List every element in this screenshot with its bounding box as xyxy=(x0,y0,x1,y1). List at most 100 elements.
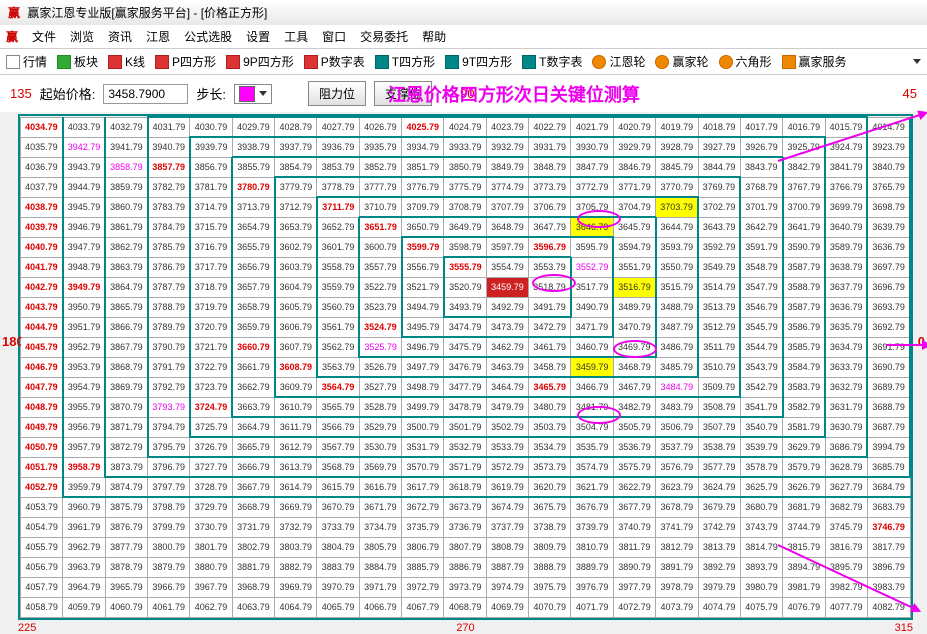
cell-9-2[interactable]: 3865.79 xyxy=(105,297,147,317)
cell-9-20[interactable]: 3693.79 xyxy=(867,297,910,317)
cell-8-20[interactable]: 3696.79 xyxy=(867,277,910,297)
cell-7-16[interactable]: 3549.79 xyxy=(698,257,740,277)
menu-0[interactable]: 文件 xyxy=(32,28,56,45)
cell-10-19[interactable]: 3635.79 xyxy=(825,317,867,337)
cell-2-0[interactable]: 4036.79 xyxy=(21,157,63,177)
cell-21-17[interactable]: 3814.79 xyxy=(740,537,782,557)
cell-23-1[interactable]: 3964.79 xyxy=(63,577,105,597)
cell-5-10[interactable]: 3649.79 xyxy=(444,217,486,237)
cell-1-14[interactable]: 3929.79 xyxy=(613,137,655,157)
cell-18-6[interactable]: 3614.79 xyxy=(275,477,317,497)
cell-3-2[interactable]: 3859.79 xyxy=(105,177,147,197)
cell-11-17[interactable]: 3544.79 xyxy=(740,337,782,357)
cell-17-4[interactable]: 3727.79 xyxy=(190,457,232,477)
cell-14-1[interactable]: 3955.79 xyxy=(63,397,105,417)
cell-4-5[interactable]: 3713.79 xyxy=(232,197,274,217)
cell-1-15[interactable]: 3928.79 xyxy=(656,137,698,157)
cell-6-20[interactable]: 3636.79 xyxy=(867,237,910,257)
cell-5-18[interactable]: 3641.79 xyxy=(783,217,825,237)
cell-8-15[interactable]: 3515.79 xyxy=(656,277,698,297)
cell-3-16[interactable]: 3769.79 xyxy=(698,177,740,197)
cell-14-13[interactable]: 3481.79 xyxy=(571,397,613,417)
cell-6-12[interactable]: 3596.79 xyxy=(529,237,571,257)
cell-7-13[interactable]: 3552.79 xyxy=(571,257,613,277)
cell-15-9[interactable]: 3500.79 xyxy=(402,417,444,437)
cell-7-8[interactable]: 3557.79 xyxy=(359,257,401,277)
cell-17-11[interactable]: 3572.79 xyxy=(486,457,528,477)
cell-2-9[interactable]: 3851.79 xyxy=(402,157,444,177)
cell-3-4[interactable]: 3781.79 xyxy=(190,177,232,197)
cell-17-6[interactable]: 3613.79 xyxy=(275,457,317,477)
cell-0-7[interactable]: 4027.79 xyxy=(317,117,359,137)
cell-10-17[interactable]: 3545.79 xyxy=(740,317,782,337)
cell-22-20[interactable]: 3896.79 xyxy=(867,557,910,577)
cell-12-10[interactable]: 3476.79 xyxy=(444,357,486,377)
cell-15-15[interactable]: 3506.79 xyxy=(656,417,698,437)
cell-19-2[interactable]: 3875.79 xyxy=(105,497,147,517)
cell-11-15[interactable]: 3486.79 xyxy=(656,337,698,357)
cell-12-6[interactable]: 3608.79 xyxy=(275,357,317,377)
cell-8-1[interactable]: 3949.79 xyxy=(63,277,105,297)
cell-14-2[interactable]: 3870.79 xyxy=(105,397,147,417)
cell-13-13[interactable]: 3466.79 xyxy=(571,377,613,397)
toolbar-overflow-icon[interactable] xyxy=(913,59,921,64)
cell-16-12[interactable]: 3534.79 xyxy=(529,437,571,457)
cell-10-18[interactable]: 3586.79 xyxy=(783,317,825,337)
cell-7-10[interactable]: 3555.79 xyxy=(444,257,486,277)
cell-23-2[interactable]: 3965.79 xyxy=(105,577,147,597)
cell-12-19[interactable]: 3633.79 xyxy=(825,357,867,377)
cell-18-13[interactable]: 3621.79 xyxy=(571,477,613,497)
cell-10-1[interactable]: 3951.79 xyxy=(63,317,105,337)
cell-8-19[interactable]: 3637.79 xyxy=(825,277,867,297)
cell-14-17[interactable]: 3541.79 xyxy=(740,397,782,417)
cell-19-14[interactable]: 3677.79 xyxy=(613,497,655,517)
cell-13-18[interactable]: 3583.79 xyxy=(783,377,825,397)
cell-11-16[interactable]: 3511.79 xyxy=(698,337,740,357)
cell-11-3[interactable]: 3790.79 xyxy=(148,337,190,357)
cell-11-1[interactable]: 3952.79 xyxy=(63,337,105,357)
cell-1-6[interactable]: 3937.79 xyxy=(275,137,317,157)
cell-14-18[interactable]: 3582.79 xyxy=(783,397,825,417)
cell-3-0[interactable]: 4037.79 xyxy=(21,177,63,197)
cell-17-20[interactable]: 3685.79 xyxy=(867,457,910,477)
cell-16-5[interactable]: 3665.79 xyxy=(232,437,274,457)
cell-14-11[interactable]: 3479.79 xyxy=(486,397,528,417)
cell-17-1[interactable]: 3958.79 xyxy=(63,457,105,477)
menu-6[interactable]: 工具 xyxy=(284,28,308,45)
cell-15-10[interactable]: 3501.79 xyxy=(444,417,486,437)
cell-10-0[interactable]: 4044.79 xyxy=(21,317,63,337)
toolbar-9P四方形[interactable]: 9P四方形 xyxy=(226,53,294,70)
cell-2-15[interactable]: 3845.79 xyxy=(656,157,698,177)
cell-3-6[interactable]: 3779.79 xyxy=(275,177,317,197)
cell-0-8[interactable]: 4026.79 xyxy=(359,117,401,137)
cell-0-11[interactable]: 4023.79 xyxy=(486,117,528,137)
cell-9-7[interactable]: 3560.79 xyxy=(317,297,359,317)
cell-5-19[interactable]: 3640.79 xyxy=(825,217,867,237)
cell-21-5[interactable]: 3802.79 xyxy=(232,537,274,557)
cell-1-19[interactable]: 3924.79 xyxy=(825,137,867,157)
cell-11-11[interactable]: 3462.79 xyxy=(486,337,528,357)
cell-14-7[interactable]: 3565.79 xyxy=(317,397,359,417)
cell-4-16[interactable]: 3702.79 xyxy=(698,197,740,217)
cell-13-12[interactable]: 3465.79 xyxy=(529,377,571,397)
cell-15-6[interactable]: 3611.79 xyxy=(275,417,317,437)
toolbar-赢家服务[interactable]: 赢家服务 xyxy=(782,53,847,70)
cell-4-14[interactable]: 3704.79 xyxy=(613,197,655,217)
cell-1-13[interactable]: 3930.79 xyxy=(571,137,613,157)
cell-11-0[interactable]: 4045.79 xyxy=(21,337,63,357)
cell-18-17[interactable]: 3625.79 xyxy=(740,477,782,497)
cell-20-16[interactable]: 3742.79 xyxy=(698,517,740,537)
cell-3-19[interactable]: 3766.79 xyxy=(825,177,867,197)
cell-20-4[interactable]: 3730.79 xyxy=(190,517,232,537)
cell-20-7[interactable]: 3733.79 xyxy=(317,517,359,537)
cell-24-18[interactable]: 4076.79 xyxy=(783,597,825,617)
cell-15-12[interactable]: 3503.79 xyxy=(529,417,571,437)
cell-8-2[interactable]: 3864.79 xyxy=(105,277,147,297)
cell-11-19[interactable]: 3634.79 xyxy=(825,337,867,357)
cell-21-7[interactable]: 3804.79 xyxy=(317,537,359,557)
cell-16-11[interactable]: 3533.79 xyxy=(486,437,528,457)
menu-3[interactable]: 江恩 xyxy=(146,28,170,45)
cell-20-12[interactable]: 3738.79 xyxy=(529,517,571,537)
cell-24-15[interactable]: 4073.79 xyxy=(656,597,698,617)
cell-8-5[interactable]: 3657.79 xyxy=(232,277,274,297)
